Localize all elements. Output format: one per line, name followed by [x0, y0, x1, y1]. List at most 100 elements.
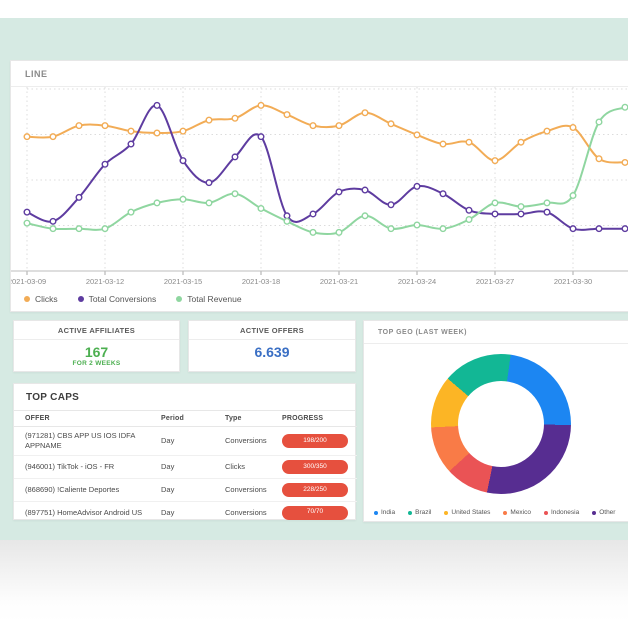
total-revenue-point	[413, 221, 421, 229]
line-chart-legend: Clicks Total Conversions Total Revenue	[24, 294, 242, 304]
active-affiliates-card: ACTIVE AFFILIATES 167 FOR 2 WEEKS	[13, 320, 180, 372]
x-axis-label: 2021-03-27	[476, 277, 514, 286]
progress-cell: 70/70	[271, 501, 357, 523]
clicks-point	[491, 157, 499, 165]
total-revenue-point	[101, 225, 109, 233]
total-conversions-point	[413, 182, 421, 190]
period-cell: Day	[150, 478, 214, 502]
offer-cell: (868690) !Caliente Deportes	[14, 478, 150, 502]
clicks-point	[439, 140, 447, 148]
clicks-point	[101, 122, 109, 130]
total-conversions-point	[179, 157, 187, 165]
top-geo-legend: India Brazil United States Mexico Indonesia O…	[374, 509, 615, 516]
geo-legend-label: Other	[599, 509, 616, 516]
type-cell: Conversions	[225, 507, 267, 517]
geo-legend-dot	[544, 510, 548, 515]
geo-legend-item-united-states[interactable]: United States	[444, 509, 490, 516]
period-cell: Day	[150, 455, 214, 480]
geo-legend-label: India	[381, 509, 396, 516]
progress-cell: 300/350	[271, 455, 357, 480]
total-conversions-point	[595, 225, 603, 233]
line-chart-card: LINE 2021-03-09 2021-03-12 2021-03-15 2021-…	[10, 60, 628, 312]
clicks-point	[335, 122, 343, 130]
type-cell: Conversions	[214, 478, 271, 502]
total-conversions-point	[127, 140, 135, 148]
line-chart: 2021-03-09 2021-03-12 2021-03-15 2021-03-18…	[11, 87, 628, 286]
progress-badge: 70/70	[282, 505, 348, 520]
total-revenue-point	[361, 212, 369, 220]
line-chart-title: LINE	[11, 61, 628, 87]
total-revenue-point	[153, 199, 161, 207]
total-conversions-point	[101, 160, 109, 168]
legend-item-total-conversions[interactable]: Total Conversions	[77, 294, 156, 304]
period-cell: Day	[161, 507, 175, 517]
progress-badge: 228/250	[282, 483, 348, 497]
total-revenue-point	[231, 190, 239, 198]
geo-legend-label: Brazil	[415, 509, 432, 516]
total-revenue-point	[335, 228, 343, 236]
x-axis-label: 2021-03-24	[398, 277, 436, 286]
total-conversions-point	[543, 208, 551, 216]
offer-cell: (946001) TikTok - iOS - FR	[14, 455, 150, 480]
clicks-point	[23, 133, 31, 141]
table-row[interactable]: (946001) TikTok - iOS - FR Day Clicks 300/3…	[14, 455, 357, 480]
total-conversions-point	[439, 190, 447, 198]
total-revenue-point	[257, 204, 265, 212]
clicks-point	[361, 109, 369, 117]
geo-legend-dot	[408, 510, 413, 515]
table-row[interactable]: (897751) HomeAdvisor Android US Day Conver…	[14, 501, 357, 523]
column-header-period: Period	[150, 411, 214, 427]
geo-legend-item-india[interactable]: India	[374, 509, 395, 516]
geo-legend-item-brazil[interactable]: Brazil	[408, 509, 431, 516]
total-revenue-point	[309, 228, 317, 236]
total-conversions-point	[257, 133, 265, 141]
geo-legend-dot	[503, 510, 508, 515]
table-row[interactable]: (971281) CBS APP US IOS IDFA APPNAME Day C…	[14, 426, 357, 457]
clicks-point	[49, 133, 57, 141]
legend-dot	[24, 296, 30, 302]
progress-badge: 300/350	[282, 460, 348, 475]
legend-label: Total Revenue	[187, 294, 242, 304]
total-conversions-point	[621, 225, 628, 233]
clicks-point	[179, 127, 187, 135]
clicks-point	[517, 138, 525, 146]
clicks-point	[75, 122, 83, 130]
page-bottom-fade	[0, 540, 628, 622]
total-revenue-point	[75, 225, 83, 233]
legend-item-total-revenue[interactable]: Total Revenue	[176, 294, 242, 304]
total-conversions-point	[49, 217, 57, 225]
total-revenue-point	[387, 225, 395, 233]
total-revenue-point	[621, 103, 628, 111]
total-conversions-point	[231, 153, 239, 161]
geo-legend-dot	[444, 510, 449, 515]
x-axis-label: 2021-03-21	[320, 277, 358, 286]
table-row[interactable]: (868690) !Caliente Deportes Day Conversion…	[14, 478, 357, 502]
total-conversions-point	[361, 186, 369, 194]
clicks-point	[595, 155, 603, 163]
geo-legend-item-other[interactable]: Other	[592, 509, 615, 516]
clicks-point	[621, 158, 628, 166]
geo-legend-label: Mexico	[510, 509, 531, 516]
total-conversions-point	[205, 179, 213, 187]
legend-item-clicks[interactable]: Clicks	[24, 294, 58, 304]
active-offers-card: ACTIVE OFFERS 6.639	[188, 320, 356, 372]
legend-dot	[77, 296, 84, 302]
column-header-progress: PROGRESS	[271, 411, 357, 427]
active-affiliates-value: 167	[84, 344, 109, 360]
total-revenue-point	[179, 195, 187, 203]
geo-legend-item-indonesia[interactable]: Indonesia	[544, 509, 579, 516]
total-conversions-point	[517, 210, 525, 218]
active-affiliates-title: ACTIVE AFFILIATES	[14, 321, 179, 340]
legend-label: Clicks	[35, 294, 58, 304]
clicks-point	[309, 122, 317, 130]
geo-legend-item-mexico[interactable]: Mexico	[503, 509, 531, 516]
total-revenue-point	[205, 199, 213, 207]
clicks-point	[153, 129, 161, 137]
top-geo-title: TOP GEO (LAST WEEK)	[364, 321, 628, 344]
x-axis-label: 2021-03-18	[242, 277, 280, 286]
top-caps-header-row: OFFER Period Type PROGRESS	[14, 411, 357, 427]
geo-legend-label: Indonesia	[551, 509, 580, 516]
geo-legend-dot	[592, 510, 597, 515]
clicks-point	[569, 123, 577, 131]
x-axis-label: 2021-03-30	[554, 277, 592, 286]
